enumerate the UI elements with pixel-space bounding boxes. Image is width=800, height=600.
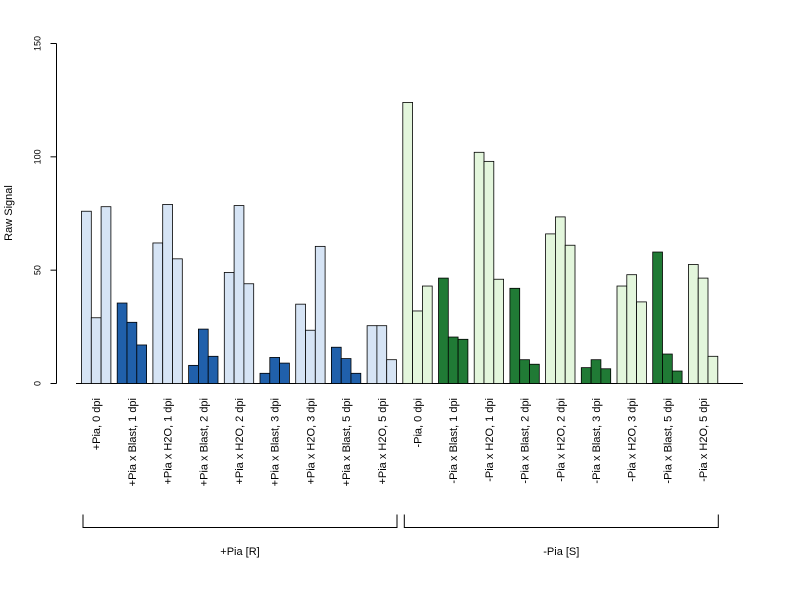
bar — [555, 216, 566, 384]
bar — [412, 310, 423, 384]
x-tick-label: -Pia x Blast, 2 dpi — [520, 398, 532, 484]
bar — [697, 277, 709, 384]
x-tick-label: -Pia x H2O, 1 dpi — [484, 398, 496, 482]
bar — [509, 287, 521, 384]
bar — [376, 325, 388, 384]
y-tick-label: 150 — [33, 36, 43, 51]
x-tick-label: +Pia x H2O, 2 dpi — [234, 398, 246, 485]
bar — [652, 251, 663, 384]
y-tick-label: 50 — [33, 265, 43, 275]
bar — [366, 325, 378, 384]
x-tick-label: -Pia, 0 dpi — [413, 398, 425, 448]
bar — [688, 264, 699, 384]
bar — [340, 358, 352, 384]
bar — [81, 210, 92, 384]
bar — [207, 355, 219, 384]
x-tick-label: +Pia x Blast, 3 dpi — [270, 398, 282, 486]
bar — [626, 274, 637, 384]
x-tick-label: -Pia x H2O, 5 dpi — [698, 398, 710, 482]
bar — [188, 364, 199, 384]
group-bracket — [82, 514, 398, 528]
bar — [152, 242, 164, 384]
group-brackets: +Pia [R] -Pia [S] — [82, 514, 719, 558]
x-tick-label: +Pia x Blast, 1 dpi — [127, 398, 139, 486]
x-tick-label: -Pia x Blast, 3 dpi — [591, 398, 603, 484]
bar — [519, 359, 530, 384]
bar — [259, 372, 271, 384]
bar — [90, 317, 102, 384]
bar — [421, 285, 433, 384]
bar — [457, 338, 469, 384]
bar — [564, 244, 576, 384]
bar — [662, 353, 673, 384]
bar — [243, 283, 255, 384]
bar — [386, 359, 397, 384]
x-tick-label: +Pia, 0 dpi — [91, 398, 103, 450]
bar — [233, 205, 245, 384]
bar — [545, 233, 556, 384]
bar — [402, 102, 413, 384]
bar — [162, 204, 173, 384]
bar — [100, 206, 112, 384]
bar — [269, 357, 280, 384]
bar — [438, 277, 449, 384]
bars — [81, 102, 719, 384]
x-tick-label: -Pia x H2O, 2 dpi — [555, 398, 567, 482]
bar — [136, 344, 148, 384]
bar — [529, 363, 540, 384]
bar — [483, 160, 495, 384]
group-bracket-label: +Pia [R] — [220, 546, 259, 558]
y-tick-label: 100 — [33, 149, 43, 164]
bar — [223, 272, 235, 384]
x-tick-label: -Pia x Blast, 1 dpi — [448, 398, 460, 484]
x-tick-label: +Pia x H2O, 1 dpi — [163, 398, 175, 485]
x-tick-labels: +Pia, 0 dpi +Pia x Blast, 1 dpi +Pia x H2O… — [91, 398, 710, 486]
bar — [600, 368, 612, 384]
bar — [473, 151, 485, 384]
bar — [590, 359, 602, 384]
x-tick-label: -Pia x H2O, 3 dpi — [627, 398, 639, 482]
bar — [116, 302, 128, 384]
bar — [636, 301, 647, 384]
group-bracket-label: -Pia [S] — [543, 546, 579, 558]
bar — [126, 321, 138, 384]
bar — [314, 245, 326, 384]
group-bracket — [403, 514, 719, 528]
bar — [580, 367, 592, 384]
bar — [172, 258, 183, 384]
bar — [493, 278, 504, 384]
y-tick-label: 0 — [33, 381, 43, 386]
bar — [279, 362, 290, 384]
x-tick-label: +Pia x H2O, 5 dpi — [377, 398, 389, 485]
x-tick-label: +Pia x Blast, 2 dpi — [198, 398, 210, 486]
bar — [671, 370, 683, 384]
y-axis: 0 50 100 150 — [33, 36, 57, 386]
x-tick-label: -Pia x Blast, 5 dpi — [662, 398, 674, 484]
bar — [197, 328, 209, 384]
x-tick-label: +Pia x H2O, 3 dpi — [305, 398, 317, 485]
bar — [350, 372, 362, 384]
bar — [447, 336, 459, 384]
bar — [305, 329, 316, 384]
bar — [707, 355, 719, 384]
y-axis-label: Raw Signal — [3, 185, 15, 241]
bar — [295, 303, 306, 384]
bar — [330, 346, 342, 384]
bar — [616, 285, 628, 384]
x-tick-label: +Pia x Blast, 5 dpi — [341, 398, 353, 486]
